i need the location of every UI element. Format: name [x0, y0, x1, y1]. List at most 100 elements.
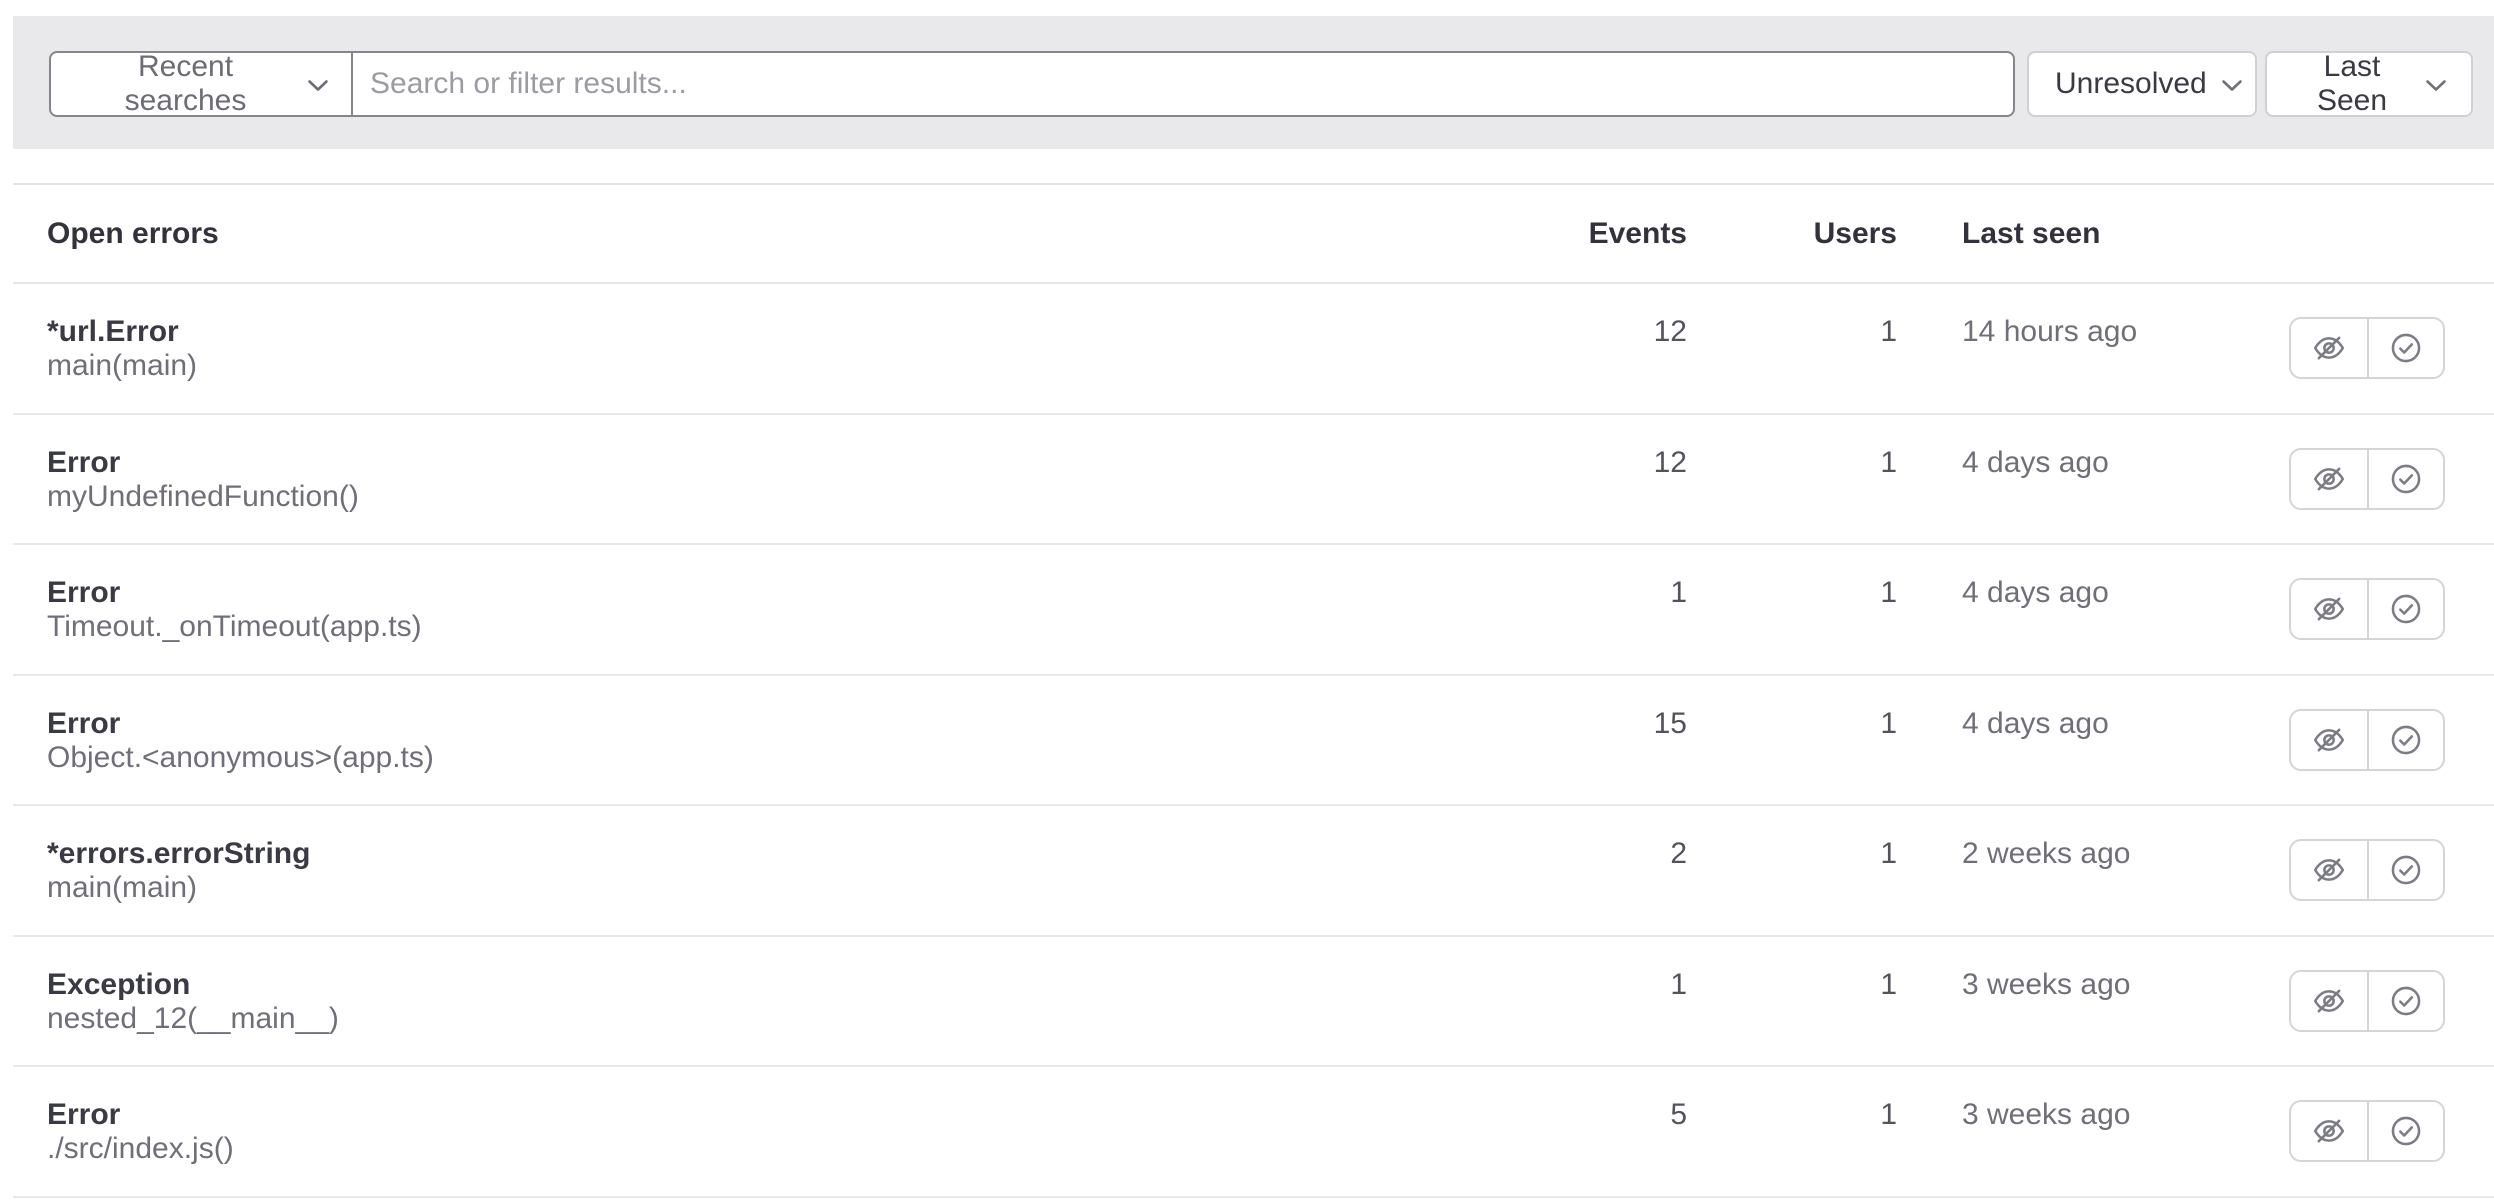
users-count: 1 [1880, 576, 1897, 609]
status-filter-dropdown[interactable]: Unresolved [2027, 51, 2257, 117]
users-count: 1 [1880, 706, 1897, 740]
last-seen-time: 4 days ago [1962, 576, 2109, 609]
events-count: 2 [1670, 837, 1687, 870]
resolve-button[interactable] [2367, 449, 2443, 508]
resolve-button[interactable] [2367, 841, 2443, 900]
resolve-button[interactable] [2367, 1102, 2443, 1161]
row-actions [2289, 578, 2445, 641]
issue-title[interactable]: *url.Error [47, 315, 179, 348]
ignore-button[interactable] [2291, 450, 2367, 508]
issue-location: main(main) [47, 349, 198, 382]
sort-label: Last Seen [2316, 50, 2388, 117]
issue-title[interactable]: Error [47, 706, 121, 740]
row-actions [2289, 839, 2445, 902]
header-events: Events [1588, 216, 1687, 250]
issue-location: nested_12(__main__) [47, 1001, 339, 1035]
ignore-button[interactable] [2291, 319, 2367, 377]
check-circle-icon [2388, 1113, 2424, 1149]
ignore-button[interactable] [2291, 972, 2367, 1030]
last-seen-time: 14 hours ago [1962, 315, 2138, 348]
check-circle-icon [2388, 591, 2424, 627]
users-count: 1 [1880, 315, 1897, 348]
eye-off-icon [2311, 983, 2347, 1019]
recent-searches-label: Recent searches [124, 50, 247, 117]
issue-title[interactable]: Error [47, 445, 121, 479]
resolve-button[interactable] [2367, 580, 2443, 639]
issue-text: Error myUndefinedFunction() [47, 446, 359, 514]
last-seen-time: 4 days ago [1962, 706, 2109, 740]
check-circle-icon [2388, 330, 2424, 366]
eye-off-icon [2311, 330, 2347, 366]
issue-row[interactable]: Error Timeout._onTimeout(app.ts) 1 1 4 d… [13, 545, 2494, 676]
events-count: 1 [1670, 967, 1687, 1001]
table-body: *url.Error main(main) 12 1 14 hours ago [13, 284, 2494, 1198]
issue-location: Timeout._onTimeout(app.ts) [47, 610, 422, 643]
row-actions [2289, 447, 2445, 510]
events-count: 12 [1653, 445, 1687, 479]
issue-row[interactable]: Exception nested_12(__main__) 1 1 3 week… [13, 936, 2494, 1067]
issue-location: Object.<anonymous>(app.ts) [47, 740, 434, 774]
check-circle-icon [2388, 722, 2424, 758]
last-seen-time: 3 weeks ago [1962, 967, 2131, 1001]
issue-title[interactable]: Exception [47, 967, 191, 1001]
header-open-errors: Open errors [47, 216, 219, 250]
users-count: 1 [1880, 837, 1897, 870]
issue-row[interactable]: *url.Error main(main) 12 1 14 hours ago [13, 284, 2494, 415]
issue-text: Exception nested_12(__main__) [47, 968, 339, 1036]
table-header: Open errors Events Users Last seen [13, 183, 2494, 284]
eye-off-icon [2311, 1113, 2347, 1149]
issue-location: ./src/index.js() [47, 1132, 234, 1165]
resolve-button[interactable] [2367, 710, 2443, 769]
eye-off-icon [2311, 591, 2347, 627]
chevron-down-icon [2425, 67, 2447, 101]
last-seen-time: 2 weeks ago [1962, 837, 2131, 870]
row-actions [2289, 708, 2445, 771]
check-circle-icon [2388, 983, 2424, 1019]
ignore-button[interactable] [2291, 1102, 2367, 1160]
filter-bar: Recent searches Unresolved Last Seen [13, 16, 2494, 149]
issue-row[interactable]: Error Object.<anonymous>(app.ts) 15 1 4 … [13, 675, 2494, 806]
row-actions [2289, 317, 2445, 380]
ignore-button[interactable] [2291, 580, 2367, 638]
check-circle-icon [2388, 852, 2424, 888]
issue-location: main(main) [47, 871, 198, 904]
check-circle-icon [2388, 461, 2424, 497]
resolve-button[interactable] [2367, 319, 2443, 378]
users-count: 1 [1880, 445, 1897, 479]
issue-row[interactable]: Error myUndefinedFunction() 12 1 4 days … [13, 414, 2494, 545]
sort-dropdown[interactable]: Last Seen [2265, 50, 2473, 117]
issue-row[interactable]: *errors.errorString main(main) 2 1 2 wee… [13, 806, 2494, 937]
events-count: 15 [1653, 706, 1687, 740]
issue-title[interactable]: *errors.errorString [47, 837, 311, 870]
recent-searches-dropdown[interactable]: Recent searches [51, 50, 353, 117]
issue-text: *url.Error main(main) [47, 315, 197, 383]
eye-off-icon [2311, 461, 2347, 497]
eye-off-icon [2311, 722, 2347, 758]
issue-location: myUndefinedFunction() [47, 479, 359, 513]
last-seen-time: 4 days ago [1962, 445, 2109, 479]
ignore-button[interactable] [2291, 841, 2367, 899]
chevron-down-icon [307, 67, 329, 101]
resolve-button[interactable] [2367, 971, 2443, 1030]
ignore-button[interactable] [2291, 711, 2367, 769]
header-last-seen: Last seen [1962, 216, 2101, 250]
header-users: Users [1813, 216, 1897, 250]
events-count: 12 [1653, 315, 1687, 348]
row-actions [2289, 1100, 2445, 1163]
issue-text: *errors.errorString main(main) [47, 837, 310, 905]
last-seen-time: 3 weeks ago [1962, 1098, 2131, 1131]
events-count: 5 [1670, 1098, 1687, 1131]
issues-table: Open errors Events Users Last seen *url.… [13, 183, 2494, 1198]
issue-text: Error ./src/index.js() [47, 1098, 234, 1166]
search-input[interactable] [353, 53, 2013, 115]
search-box: Recent searches [49, 50, 2015, 117]
events-count: 1 [1670, 576, 1687, 609]
issue-title[interactable]: Error [47, 576, 121, 609]
users-count: 1 [1880, 967, 1897, 1001]
issue-row[interactable]: Error ./src/index.js() 5 1 3 weeks ago [13, 1067, 2494, 1198]
chevron-down-icon [2221, 67, 2243, 101]
issue-text: Error Timeout._onTimeout(app.ts) [47, 576, 422, 644]
issue-title[interactable]: Error [47, 1098, 121, 1131]
row-actions [2289, 969, 2445, 1032]
